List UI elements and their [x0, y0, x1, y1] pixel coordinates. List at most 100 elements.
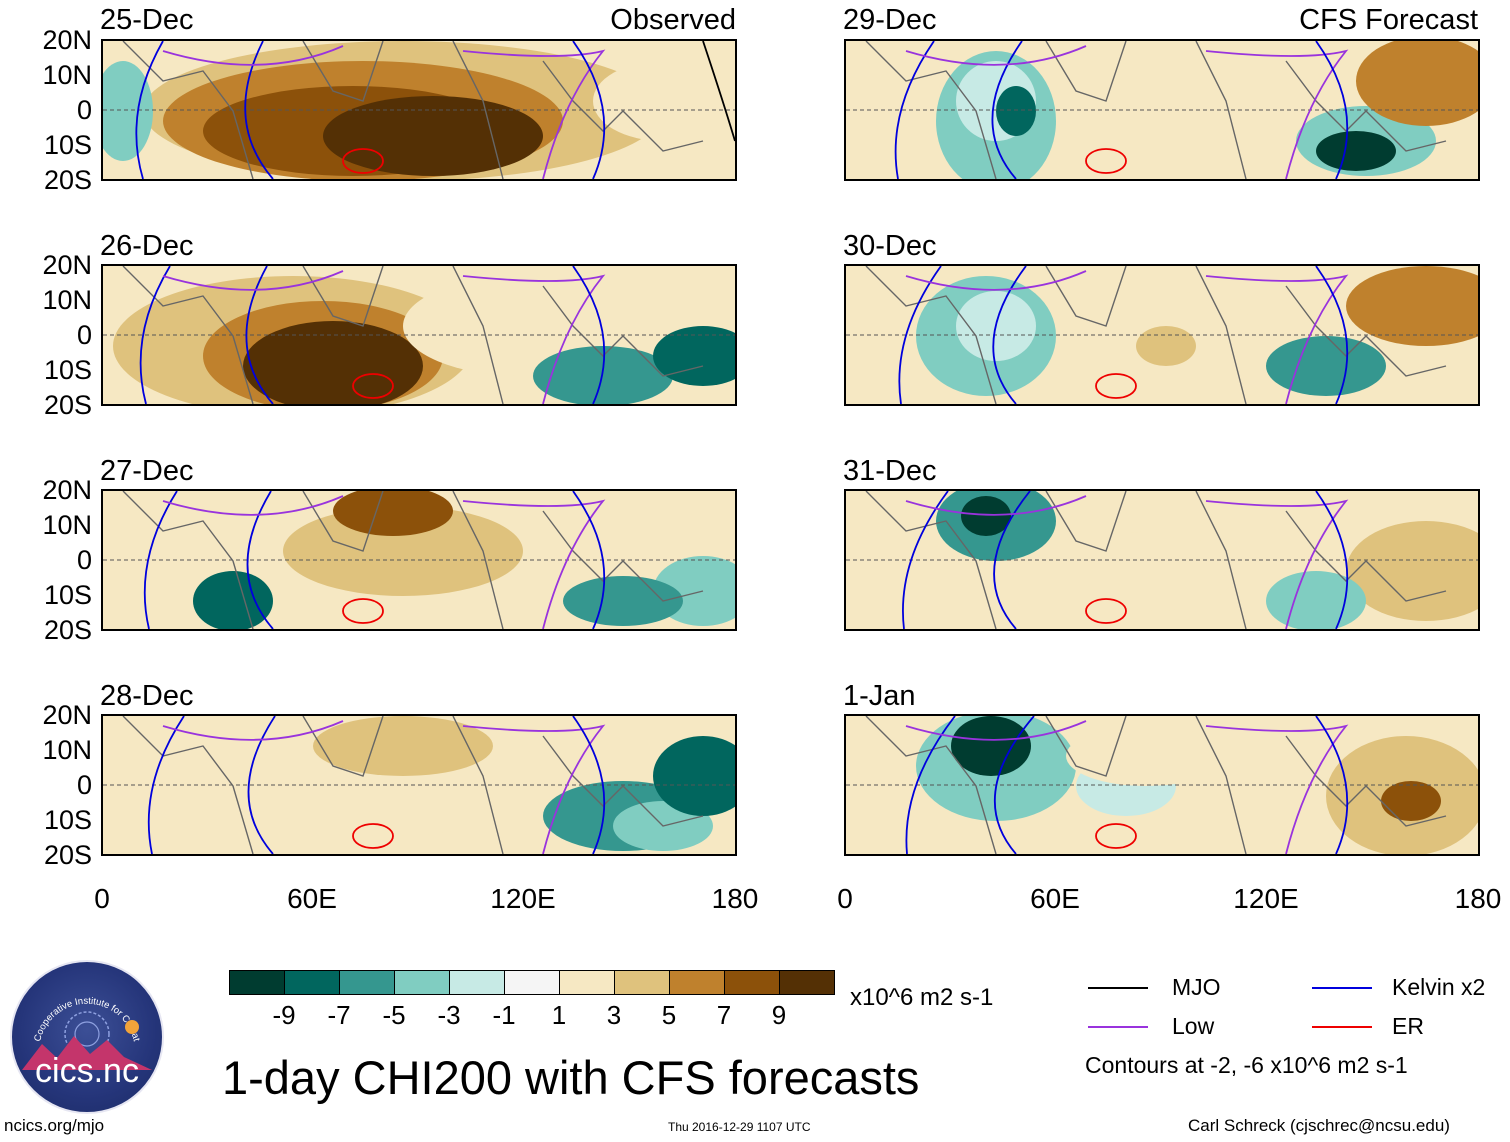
- kelvin-contour: [143, 491, 178, 629]
- lon-0: 0: [837, 883, 853, 914]
- field-anomaly-region: [951, 716, 1031, 776]
- kelvin-contour: [135, 41, 164, 179]
- kelvin-contour: [1315, 266, 1349, 404]
- lat-10s: 10S: [43, 130, 92, 160]
- map-panel-25-dec: [101, 39, 737, 181]
- field-anomaly-region: [1266, 571, 1366, 629]
- lon-0: 0: [94, 883, 110, 914]
- colorbar-swatch: [669, 970, 725, 995]
- field-anomaly-region: [1136, 326, 1196, 366]
- colorbar-swatch: [284, 970, 340, 995]
- colorbar-swatch: [614, 970, 670, 995]
- kelvin-contour: [139, 266, 171, 404]
- forecast-label: CFS Forecast: [1299, 4, 1478, 36]
- er-contour: [1085, 598, 1127, 624]
- lon-180: 180: [1454, 883, 1502, 914]
- logo-ring-text: Cooperative Institute for Climate and Sa…: [12, 962, 142, 1043]
- field-anomaly-region: [1146, 491, 1246, 541]
- map-field: [846, 266, 1478, 404]
- coastline: [865, 491, 1447, 629]
- field-anomaly-region: [193, 571, 273, 629]
- kelvin-contour: [572, 491, 606, 629]
- low-contour: [1205, 274, 1349, 404]
- er-contour: [1095, 823, 1137, 849]
- er-contour: [1085, 148, 1127, 174]
- map-panel-27-dec: [101, 489, 737, 631]
- footer-url[interactable]: ncics.org/mjo: [4, 1116, 105, 1135]
- lat-0: 0: [76, 320, 92, 350]
- colorbar-swatch: [339, 970, 395, 995]
- colorbar-tick-label: 1: [551, 1000, 567, 1030]
- logo-graphic: Cooperative Institute for Climate and Sa…: [12, 962, 152, 1070]
- colorbar-tick-label: 3: [606, 1000, 622, 1030]
- low-contour: [1205, 49, 1349, 179]
- kelvin-contour: [572, 41, 606, 179]
- low-contour: [905, 270, 1087, 291]
- low-contour: [462, 274, 606, 404]
- kelvin-contour: [245, 266, 274, 404]
- er-contour: [352, 373, 394, 399]
- lat-10n: 10N: [42, 510, 92, 540]
- lat-10n: 10N: [42, 735, 92, 765]
- kelvin-label: Kelvin x2: [1392, 974, 1486, 1000]
- lon-120e: 120E: [490, 883, 556, 914]
- kelvin-contour: [993, 491, 1031, 629]
- logo-text: cics.nc: [35, 1052, 139, 1090]
- lat-10s: 10S: [43, 580, 92, 610]
- field-anomaly-region: [996, 86, 1036, 136]
- field-anomaly-region: [243, 321, 423, 404]
- map-panel-26-dec: [101, 264, 737, 406]
- map-panel-28-dec: [101, 714, 737, 856]
- coastline: [865, 41, 1447, 179]
- date-label-27-dec: 27-Dec: [100, 455, 194, 487]
- footer-timestamp: Thu 2016-12-29 1107 UTC: [668, 1120, 811, 1134]
- low-contour: [162, 45, 344, 66]
- low-contour: [905, 45, 1087, 66]
- map-field: [846, 716, 1478, 854]
- low-contour: [905, 495, 1087, 516]
- kelvin-contour: [1315, 41, 1349, 179]
- lat-10s: 10S: [43, 805, 92, 835]
- field-anomaly-region: [961, 496, 1011, 536]
- kelvin-contour: [1315, 491, 1349, 629]
- map-field: [103, 41, 735, 179]
- kelvin-contour: [994, 716, 1035, 854]
- lon-60e: 60E: [1030, 883, 1080, 914]
- colorbar-swatch: [449, 970, 505, 995]
- kelvin-contour: [1315, 716, 1349, 854]
- colorbar-swatch: [559, 970, 615, 995]
- er-contour: [1095, 373, 1137, 399]
- map-panel-30-dec: [844, 264, 1480, 406]
- lat-20s: 20S: [43, 840, 92, 870]
- low-label: Low: [1172, 1013, 1215, 1039]
- coastline: [865, 266, 1447, 404]
- field-anomaly-region: [313, 716, 493, 776]
- map-panel-1-jan: [844, 714, 1480, 856]
- cics-logo: Cooperative Institute for Climate and Sa…: [10, 960, 164, 1114]
- colorbar-tick-label: 5: [661, 1000, 677, 1030]
- field-anomaly-region: [1316, 131, 1396, 171]
- field-anomaly-region: [1356, 41, 1478, 126]
- colorbar-swatch: [229, 970, 285, 995]
- observed-label: Observed: [610, 4, 736, 36]
- date-label-26-dec: 26-Dec: [100, 230, 194, 262]
- colorbar-tick-label: -5: [382, 1000, 406, 1030]
- er-contour: [352, 823, 394, 849]
- colorbar-tick-label: -1: [492, 1000, 516, 1030]
- kelvin-contour: [991, 41, 1023, 179]
- er-swatch: [1312, 1026, 1372, 1028]
- kelvin-contour: [147, 716, 185, 854]
- colorbar-tick-label: 9: [771, 1000, 787, 1030]
- field-anomaly-region: [103, 61, 153, 161]
- lat-0: 0: [76, 95, 92, 125]
- lat-0: 0: [76, 770, 92, 800]
- lat-20n: 20N: [42, 475, 92, 505]
- colorbar-tick-label: -7: [327, 1000, 351, 1030]
- date-label-30-dec: 30-Dec: [843, 230, 937, 262]
- map-field: [103, 491, 735, 629]
- kelvin-swatch: [1312, 987, 1372, 989]
- colorbar-tick-label: 7: [716, 1000, 732, 1030]
- kelvin-contour: [246, 491, 274, 629]
- date-label-29-dec: 29-Dec: [843, 4, 937, 36]
- date-label-28-dec: 28-Dec: [100, 680, 194, 712]
